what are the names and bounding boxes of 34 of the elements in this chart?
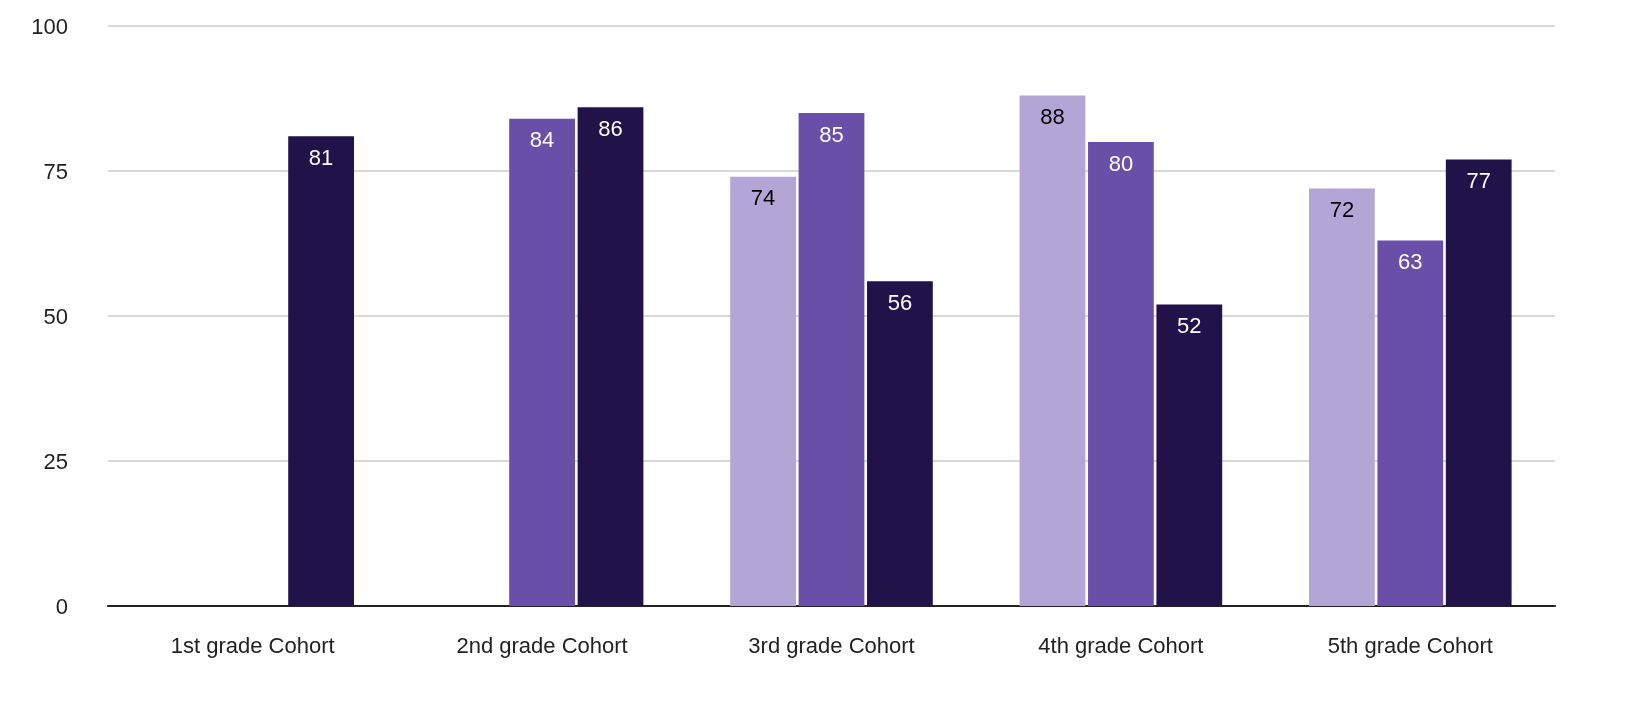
data-label: 84: [529, 127, 555, 153]
data-label: 85: [819, 121, 844, 147]
x-tick-label: 4th grade Cohort: [1038, 632, 1204, 658]
y-tick-label: 50: [43, 303, 68, 329]
bar: [1309, 188, 1375, 606]
bar: [509, 118, 575, 606]
bar: [1377, 240, 1444, 606]
bar: [730, 176, 796, 606]
bar: [867, 281, 933, 606]
data-label: 72: [1329, 196, 1355, 222]
x-tick-label: 5th grade Cohort: [1327, 632, 1493, 658]
data-label: 86: [598, 115, 623, 141]
bar: [798, 113, 865, 606]
bar: [1156, 304, 1223, 606]
bar: [1445, 159, 1512, 606]
bar: [1019, 95, 1086, 606]
y-tick-label: 75: [43, 158, 68, 184]
data-label: 80: [1108, 150, 1134, 176]
bar: [288, 136, 354, 606]
x-tick-label: 3rd grade Cohort: [748, 632, 915, 658]
y-tick-label: 100: [31, 13, 68, 39]
data-label: 52: [1177, 312, 1202, 338]
x-tick-label: 2nd grade Cohort: [456, 632, 628, 658]
bar: [577, 107, 644, 606]
data-label: 88: [1040, 104, 1065, 130]
data-label: 63: [1398, 249, 1423, 275]
x-tick-label: 1st grade Cohort: [170, 632, 335, 658]
data-label: 74: [750, 185, 776, 211]
y-tick-label: 25: [43, 448, 68, 474]
data-label: 56: [887, 289, 913, 315]
data-label: 77: [1466, 167, 1491, 193]
bar: [1088, 142, 1154, 606]
y-tick-label: 0: [55, 593, 68, 619]
data-label: 81: [308, 144, 334, 170]
